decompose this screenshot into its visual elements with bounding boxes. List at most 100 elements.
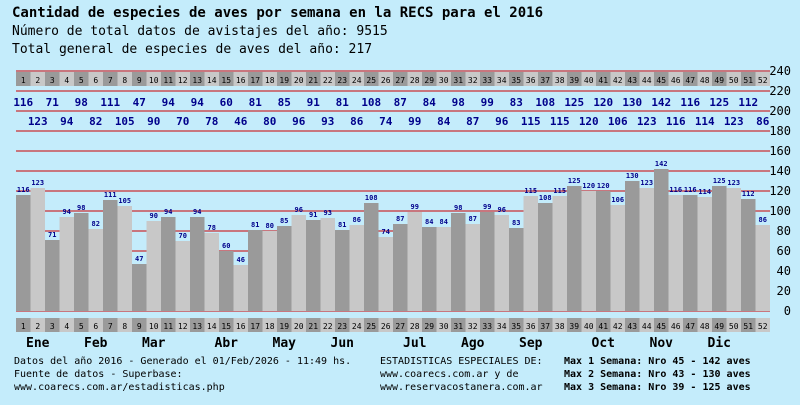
footer-source-url: www.coarecs.com.ar/estadisticas.php <box>14 382 225 393</box>
week-cell-bottom <box>654 318 669 332</box>
bar-value-label: 94 <box>164 208 172 216</box>
week-number-top: 26 <box>381 76 391 85</box>
week-cell-bottom <box>30 318 45 332</box>
bar-value-label: 142 <box>655 160 668 168</box>
row-value-label: 142 <box>651 96 671 109</box>
bar-week-48 <box>697 197 712 311</box>
month-label: Jun <box>331 336 354 351</box>
week-number-bottom: 18 <box>265 322 275 331</box>
week-cell-top <box>625 72 640 86</box>
week-number-top: 4 <box>64 76 69 85</box>
row-value-label: 120 <box>593 96 613 109</box>
bar-value-label: 115 <box>524 187 537 195</box>
footer-url-reserva: www.reservacostanera.com.ar <box>380 382 543 393</box>
bar-week-16 <box>233 265 248 311</box>
y-tick-label: 100 <box>769 204 791 218</box>
week-number-top: 37 <box>540 76 550 85</box>
week-number-bottom: 6 <box>93 322 98 331</box>
week-number-bottom: 9 <box>137 322 142 331</box>
week-cell-top <box>509 72 524 86</box>
week-cell-top <box>16 72 31 86</box>
week-number-bottom: 13 <box>192 322 202 331</box>
bar-week-46 <box>668 195 683 311</box>
row-value-label: 84 <box>437 115 451 128</box>
week-number-bottom: 26 <box>381 322 391 331</box>
bar-week-43 <box>625 181 640 311</box>
week-cell-top <box>480 72 495 86</box>
bar-value-label: 87 <box>469 215 477 223</box>
bar-value-label: 74 <box>382 228 390 236</box>
week-number-top: 27 <box>395 76 405 85</box>
week-number-top: 24 <box>352 76 362 85</box>
footer-generated: Datos del año 2016 - Generado el 01/Feb/… <box>14 356 351 367</box>
bar-week-13 <box>190 217 205 311</box>
max-week-1: Max 1 Semana: Nro 45 - 142 aves <box>564 356 751 367</box>
bar-value-label: 98 <box>454 204 462 212</box>
bar-value-label: 108 <box>539 194 552 202</box>
month-label: May <box>273 336 297 351</box>
week-cell-bottom <box>335 318 350 332</box>
week-number-top: 41 <box>598 76 608 85</box>
week-cell-top <box>755 72 770 86</box>
y-tick-label: 180 <box>769 124 791 138</box>
week-cell-top <box>277 72 292 86</box>
week-number-top: 12 <box>178 76 188 85</box>
bar-value-label: 46 <box>237 256 245 264</box>
bar-week-14 <box>204 233 219 311</box>
bar-value-label: 84 <box>425 218 433 226</box>
bar-week-34 <box>494 215 509 311</box>
week-cell-top <box>596 72 611 86</box>
bar-week-11 <box>161 217 176 311</box>
bar-week-26 <box>378 237 393 311</box>
week-number-bottom: 5 <box>79 322 84 331</box>
y-tick-label: 140 <box>769 164 791 178</box>
week-cell-bottom <box>204 318 219 332</box>
week-cell-top <box>233 72 248 86</box>
bar-week-5 <box>74 213 89 311</box>
bar-value-label: 114 <box>698 188 711 196</box>
week-number-top: 19 <box>279 76 289 85</box>
week-number-bottom: 16 <box>236 322 246 331</box>
week-cell-bottom <box>132 318 147 332</box>
bar-week-17 <box>248 230 263 311</box>
row-value-label: 96 <box>495 115 509 128</box>
row-value-label: 108 <box>535 96 555 109</box>
week-number-bottom: 43 <box>627 322 637 331</box>
row-value-label: 98 <box>452 96 465 109</box>
row-value-label: 71 <box>46 96 60 109</box>
footer-url-coarecs: www.coarecs.com.ar y de <box>380 369 518 380</box>
week-cell-bottom <box>436 318 451 332</box>
row-value-label: 83 <box>510 96 523 109</box>
week-number-bottom: 44 <box>642 322 652 331</box>
month-label: Feb <box>84 336 108 351</box>
bar-week-15 <box>219 251 234 311</box>
bar-value-label: 84 <box>440 218 448 226</box>
bar-value-label: 90 <box>150 212 158 220</box>
week-number-bottom: 37 <box>540 322 550 331</box>
week-number-bottom: 11 <box>163 322 173 331</box>
row-value-label: 74 <box>379 115 393 128</box>
row-value-label: 60 <box>220 96 233 109</box>
row-value-label: 116 <box>680 96 700 109</box>
week-number-top: 35 <box>511 76 521 85</box>
y-tick-label: 20 <box>777 284 791 298</box>
row-value-label: 120 <box>579 115 599 128</box>
row-value-label: 87 <box>466 115 479 128</box>
bar-week-30 <box>436 227 451 311</box>
row-value-label: 115 <box>521 115 541 128</box>
week-number-top: 28 <box>410 76 420 85</box>
week-number-bottom: 29 <box>424 322 434 331</box>
row-value-label: 123 <box>28 115 48 128</box>
bar-week-2 <box>30 188 45 311</box>
footer-source: Fuente de datos - Superbase: <box>14 369 183 380</box>
bar-week-36 <box>523 196 538 311</box>
week-cell-bottom <box>625 318 640 332</box>
row-value-label: 130 <box>622 96 642 109</box>
bar-week-32 <box>465 224 480 311</box>
row-value-label: 91 <box>307 96 321 109</box>
row-value-label: 123 <box>724 115 744 128</box>
bar-value-label: 116 <box>17 186 30 194</box>
bar-value-label: 47 <box>135 255 143 263</box>
